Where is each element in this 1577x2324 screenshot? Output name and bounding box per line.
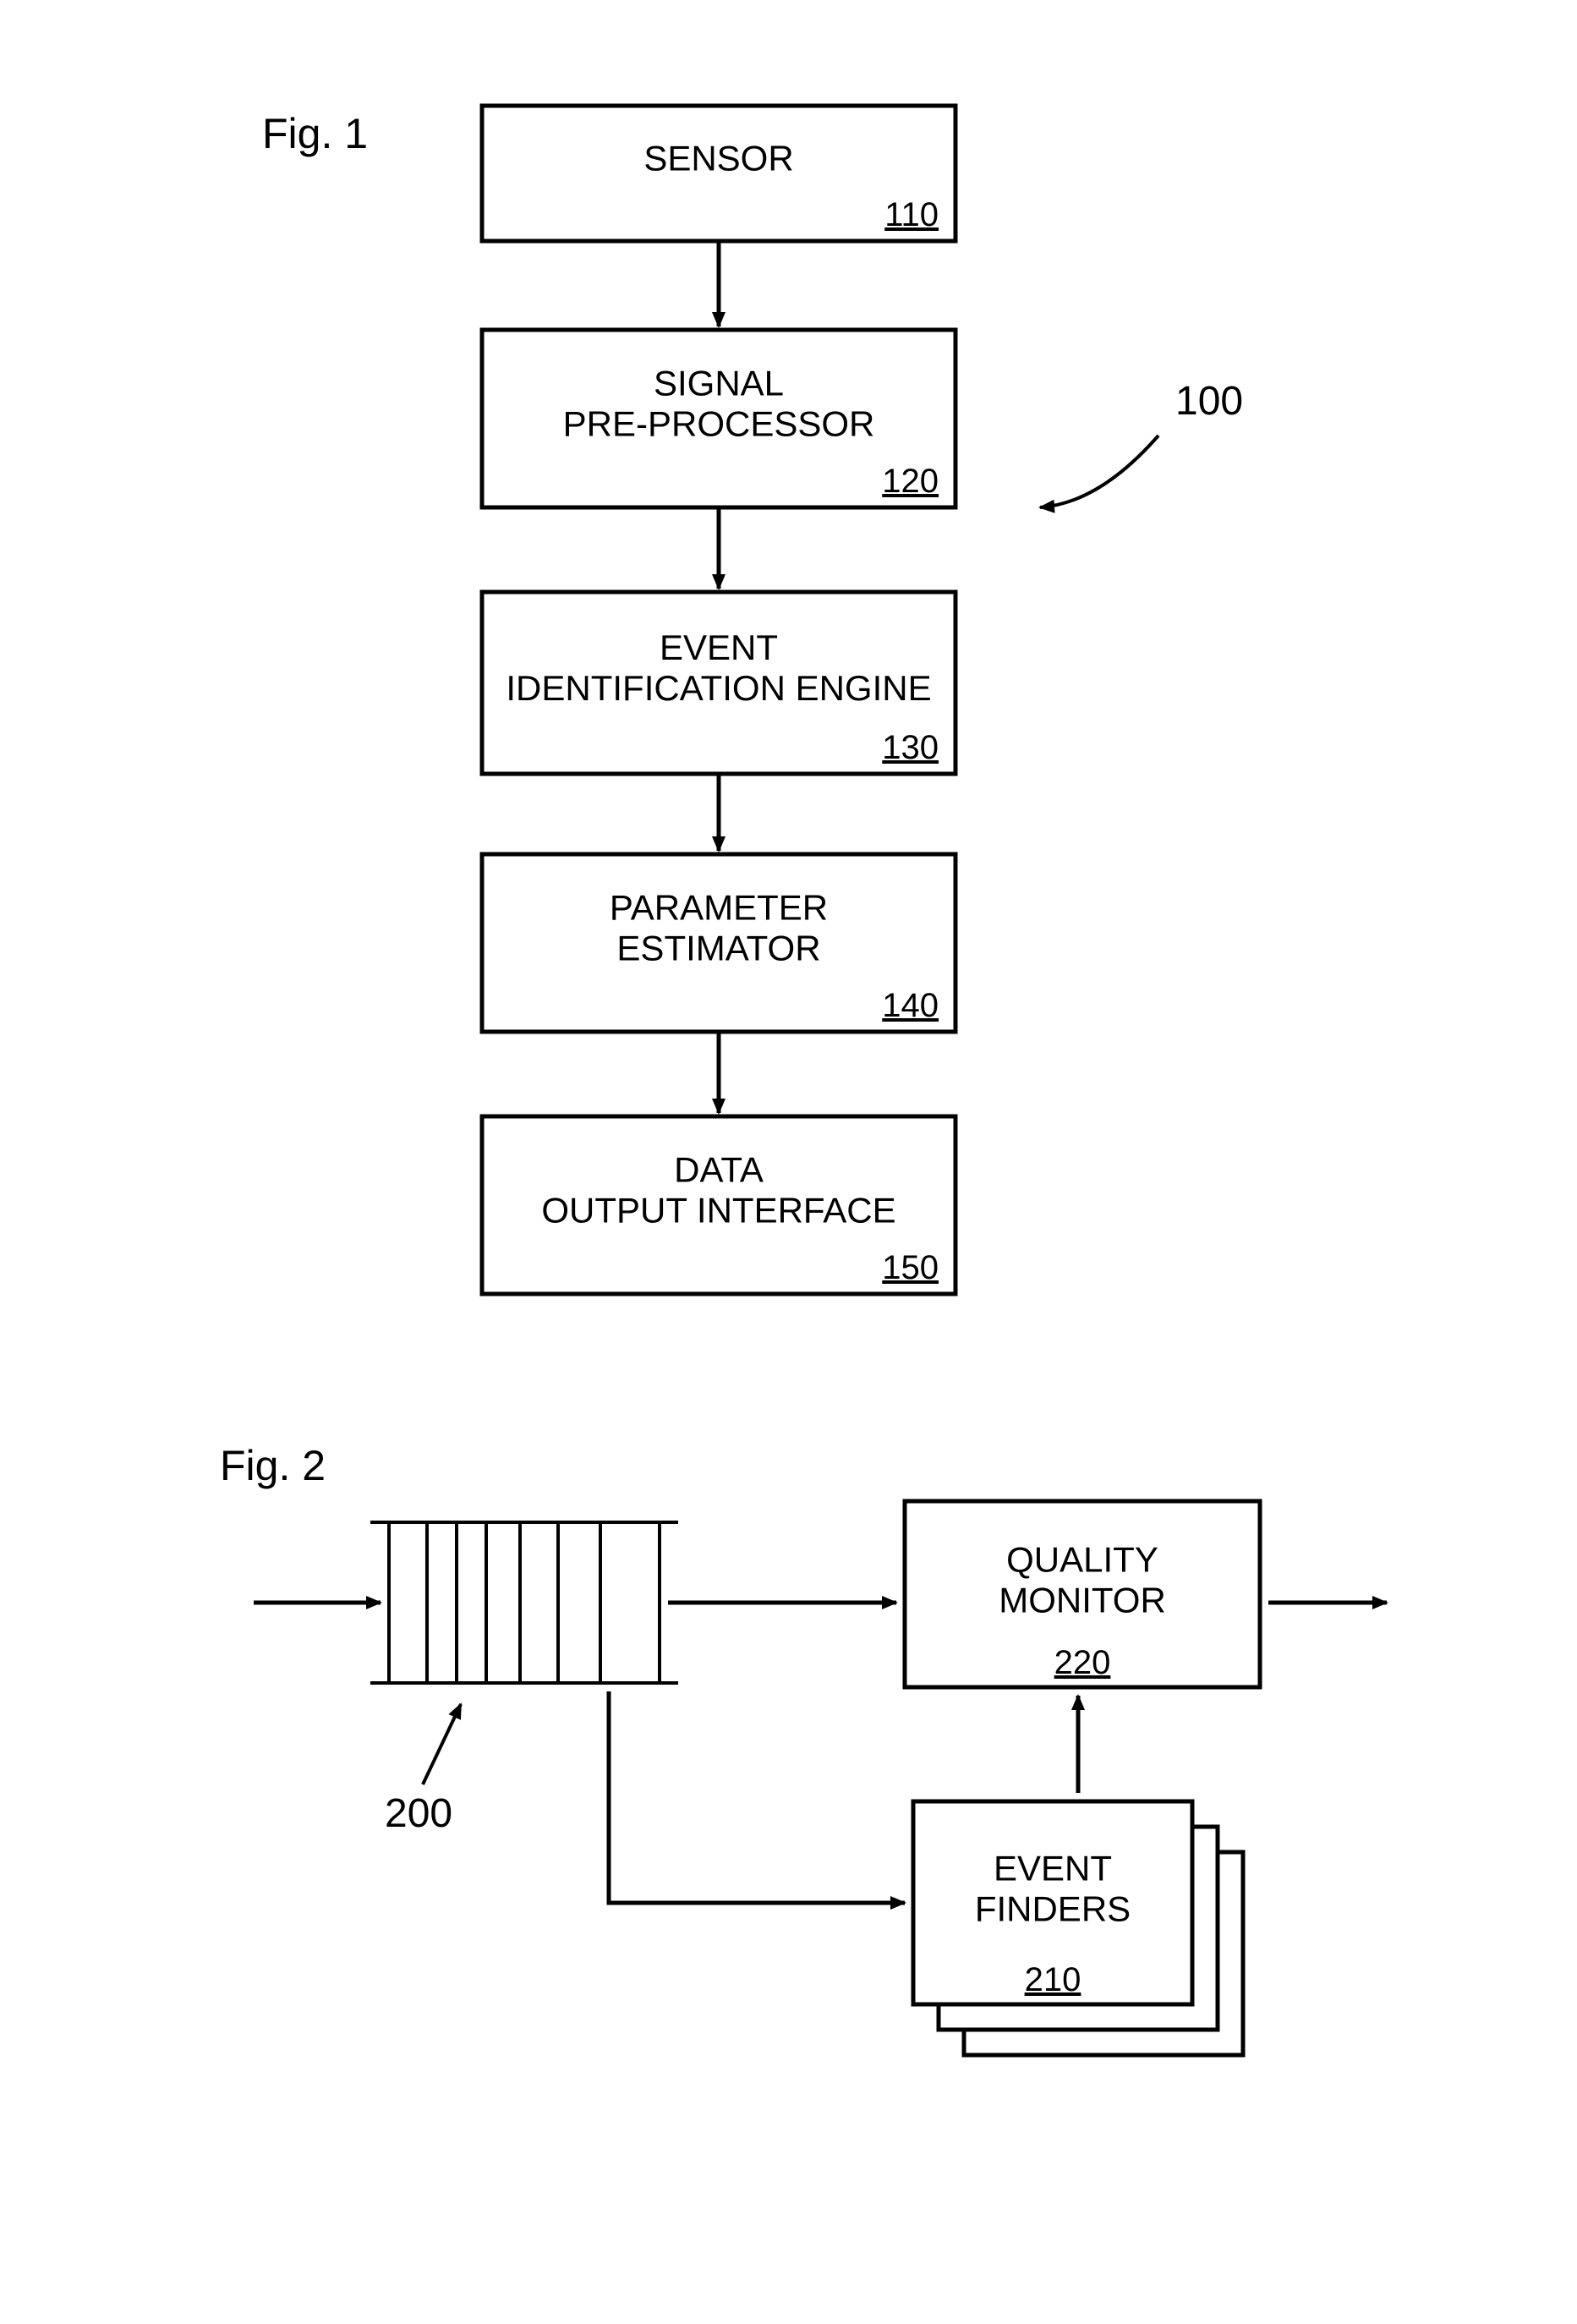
fig1-box-150-ref: 150 (882, 1249, 939, 1286)
fig1-box-140-label-0: PARAMETER (610, 887, 828, 927)
fig2-qm-ref: 220 (1054, 1644, 1111, 1681)
fig2-ef-label-1: FINDERS (975, 1889, 1131, 1929)
fig1-box-150-label-0: DATA (674, 1149, 764, 1189)
fig2-title: Fig. 2 (220, 1442, 326, 1489)
fig2-ef-label-0: EVENT (994, 1848, 1112, 1888)
fig1-pointer-label: 100 (1175, 379, 1243, 424)
fig1-box-140-label-1: ESTIMATOR (616, 929, 820, 968)
fig1-box-120-label-1: PRE-PROCESSOR (563, 404, 875, 444)
fig1-box-120-ref: 120 (882, 463, 939, 500)
fig2-arrow-buffer-ef (609, 1691, 905, 1903)
fig1-box-140-ref: 140 (882, 987, 939, 1024)
fig1-box-130-label-1: IDENTIFICATION ENGINE (506, 668, 931, 708)
fig1-box-150-label-1: OUTPUT INTERFACE (541, 1191, 895, 1231)
fig1-box-130-ref: 130 (882, 729, 939, 766)
fig2-qm-label-0: QUALITY (1006, 1539, 1158, 1579)
fig2-qm-label-1: MONITOR (999, 1581, 1166, 1620)
figure-2: Fig. 2 200 QUALITYMONITOR 220 EVENTFINDERS 21… (220, 1442, 1387, 2055)
figure-1: Fig. 1 SENSOR 110 SIGNALPRE-PROCESSOR120 EVE… (262, 106, 1243, 1294)
fig2-buffer-pointer-label: 200 (385, 1791, 452, 1836)
fig1-box-110-label-0: SENSOR (643, 139, 793, 178)
fig1-box-110-ref: 110 (884, 196, 939, 233)
fig1-pointer-arrow (1040, 436, 1158, 507)
fig1-box-130-label-0: EVENT (660, 628, 778, 667)
fig1-box-120-label-0: SIGNAL (654, 363, 784, 403)
fig2-ef-ref: 210 (1025, 1961, 1081, 1998)
fig1-title: Fig. 1 (262, 110, 368, 157)
fig2-buffer-pointer-arrow (423, 1704, 461, 1784)
